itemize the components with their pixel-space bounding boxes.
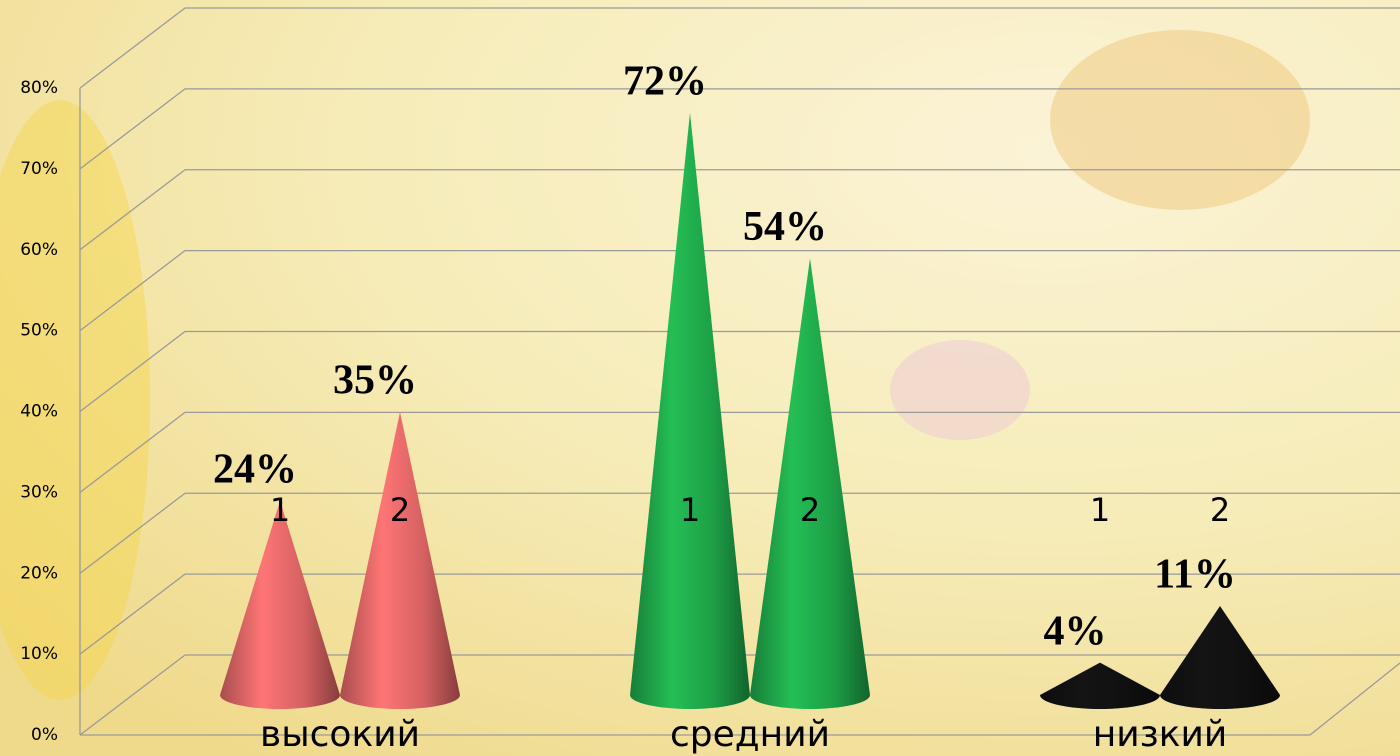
- series-label: 2: [1210, 491, 1230, 529]
- y-tick-label: 40%: [20, 402, 58, 422]
- data-label: 24%: [213, 447, 297, 493]
- cone: [1040, 662, 1160, 709]
- grid-line: [79, 411, 1400, 493]
- decoration: [1050, 30, 1310, 210]
- floor-edge: [80, 662, 1400, 736]
- data-label: 4%: [1044, 608, 1107, 654]
- grid-line: [79, 7, 1400, 89]
- cone: [750, 258, 870, 709]
- x-tick-label: средний: [670, 714, 830, 755]
- data-label: 11%: [1154, 552, 1236, 598]
- data-label: 72%: [623, 58, 707, 104]
- cone: [630, 112, 750, 709]
- y-tick-label: 70%: [20, 159, 58, 179]
- y-tick-label: 20%: [20, 563, 58, 583]
- data-label: 54%: [743, 204, 827, 250]
- grid-line: [79, 169, 1400, 251]
- y-tick-label: 60%: [20, 240, 58, 260]
- series-label: 1: [680, 491, 700, 529]
- grid-line: [79, 88, 1400, 170]
- y-tick-label: 80%: [20, 78, 58, 98]
- grid-line: [79, 330, 1400, 413]
- grid-line: [79, 249, 1400, 332]
- cone: [1160, 606, 1280, 709]
- series-label: 1: [1090, 491, 1110, 529]
- series-label: 2: [390, 491, 410, 529]
- grid-line: [79, 654, 1400, 736]
- series-label: 1: [270, 491, 290, 529]
- x-tick-label: высокий: [260, 714, 420, 755]
- y-tick-label: 10%: [20, 644, 58, 664]
- y-tick-label: 30%: [20, 482, 58, 502]
- cone: [340, 411, 460, 709]
- decoration: [0, 100, 150, 700]
- series-label: 2: [800, 491, 820, 529]
- y-tick-label: 0%: [31, 725, 58, 745]
- grid-line: [79, 573, 1400, 655]
- cone: [220, 500, 340, 709]
- y-tick-label: 50%: [20, 321, 58, 341]
- x-tick-label: низкий: [1093, 714, 1228, 755]
- data-label: 35%: [333, 358, 417, 404]
- grid-line: [79, 492, 1400, 574]
- decoration: [890, 340, 1030, 440]
